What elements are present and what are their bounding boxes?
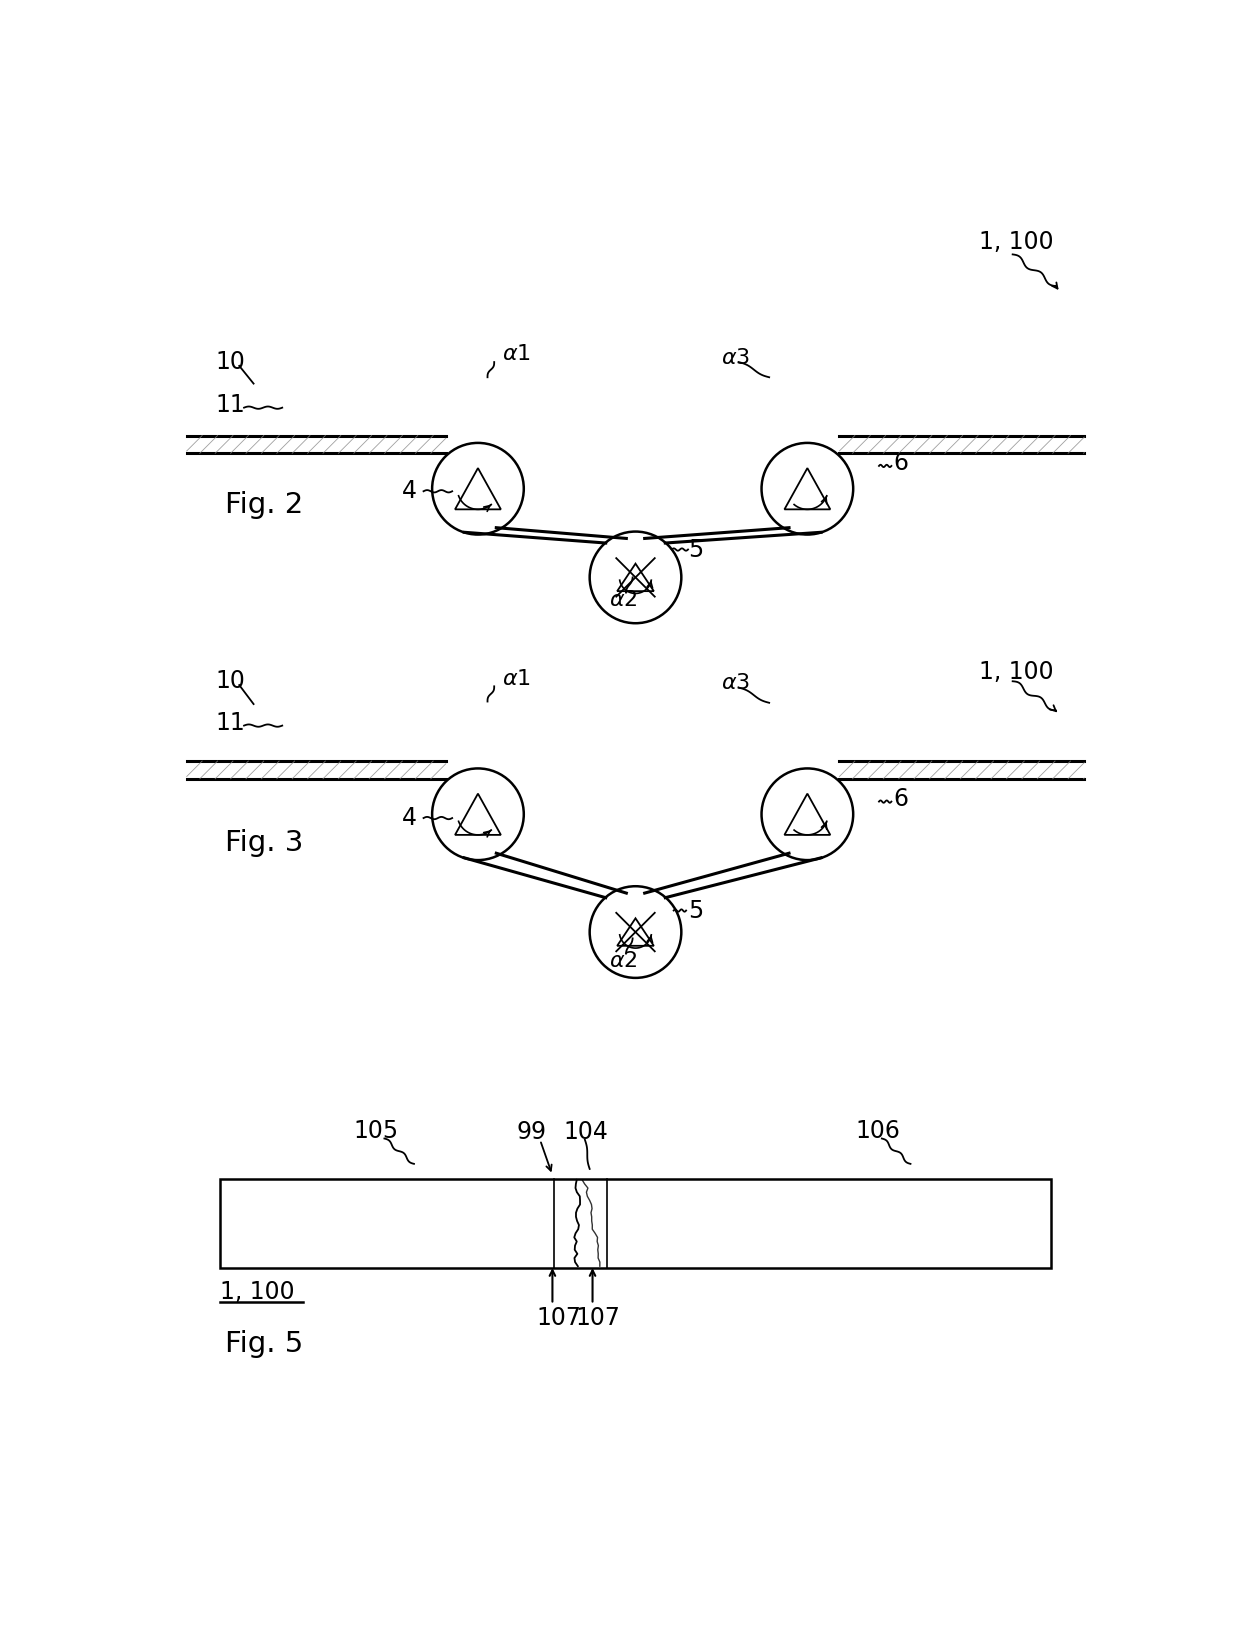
Bar bbox=[221, 1179, 1050, 1268]
Text: $\alpha$1: $\alpha$1 bbox=[502, 670, 531, 689]
Text: 6: 6 bbox=[893, 786, 908, 811]
Text: 6: 6 bbox=[893, 451, 908, 475]
Text: 4: 4 bbox=[402, 479, 417, 503]
Text: 5: 5 bbox=[688, 538, 703, 561]
Text: 1, 100: 1, 100 bbox=[980, 660, 1054, 684]
Text: $\alpha$2: $\alpha$2 bbox=[609, 591, 637, 610]
Text: Fig. 2: Fig. 2 bbox=[224, 492, 304, 520]
Text: $\alpha$1: $\alpha$1 bbox=[502, 344, 531, 365]
Text: 10: 10 bbox=[216, 350, 246, 373]
Text: 105: 105 bbox=[353, 1119, 399, 1143]
Text: 11: 11 bbox=[216, 711, 246, 735]
Text: Fig. 3: Fig. 3 bbox=[224, 829, 304, 857]
Text: 1, 100: 1, 100 bbox=[980, 230, 1054, 253]
Text: 104: 104 bbox=[564, 1120, 609, 1145]
Text: 107: 107 bbox=[536, 1306, 582, 1331]
Text: 106: 106 bbox=[856, 1119, 900, 1143]
Text: 5: 5 bbox=[688, 898, 703, 923]
Text: $\alpha$3: $\alpha$3 bbox=[722, 349, 750, 368]
Text: 10: 10 bbox=[216, 670, 246, 693]
Text: 99: 99 bbox=[516, 1120, 546, 1145]
Text: Fig. 5: Fig. 5 bbox=[224, 1329, 304, 1357]
Text: 107: 107 bbox=[575, 1306, 620, 1331]
Text: 1, 100: 1, 100 bbox=[221, 1280, 295, 1304]
Text: $\alpha$2: $\alpha$2 bbox=[609, 951, 637, 971]
Text: 11: 11 bbox=[216, 393, 246, 418]
Text: $\alpha$3: $\alpha$3 bbox=[722, 673, 750, 693]
Text: 4: 4 bbox=[402, 806, 417, 831]
